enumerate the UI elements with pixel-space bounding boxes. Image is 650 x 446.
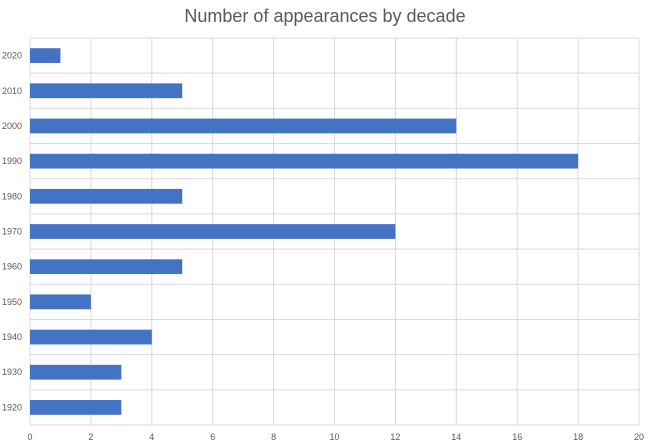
bar-1980 <box>30 188 183 204</box>
bar-2010 <box>30 83 183 99</box>
y-tick-label: 1990 <box>2 156 22 166</box>
bar-1920 <box>30 400 122 415</box>
y-tick-label: 1930 <box>2 367 22 377</box>
gridlines <box>29 37 640 426</box>
bars <box>30 48 579 415</box>
y-tick-label: 1920 <box>2 402 22 412</box>
x-tick-label: 4 <box>149 432 154 442</box>
x-tick-label: 6 <box>210 432 215 442</box>
bar-1960 <box>30 259 183 275</box>
chart-title: Number of appearances by decade <box>184 6 465 26</box>
y-tick-label: 1950 <box>2 297 22 307</box>
bar-1950 <box>30 294 91 310</box>
y-tick-label: 2010 <box>2 86 22 96</box>
y-tick-label: 2020 <box>2 51 22 61</box>
x-tick-label: 2 <box>88 432 93 442</box>
bar-2000 <box>30 118 457 134</box>
y-tick-label: 1960 <box>2 262 22 272</box>
y-tick-label: 2000 <box>2 121 22 131</box>
x-tick-label: 8 <box>271 432 276 442</box>
x-tick-label: 10 <box>329 432 339 442</box>
bar-1940 <box>30 329 152 345</box>
bar-1990 <box>30 153 579 169</box>
x-tick-label: 0 <box>27 432 32 442</box>
y-tick-label: 1980 <box>2 191 22 201</box>
x-tick-label: 16 <box>512 432 522 442</box>
x-tick-label: 20 <box>634 432 644 442</box>
y-tick-label: 1940 <box>2 332 22 342</box>
x-tick-label: 12 <box>390 432 400 442</box>
y-tick-label: 1970 <box>2 227 22 237</box>
y-tick-labels: 2020 2010 2000 1990 1980 1970 1960 1950 1940 1930… <box>2 51 22 413</box>
bar-2020 <box>30 48 61 63</box>
bar-1970 <box>30 224 396 239</box>
x-tick-labels: 0 2 4 6 8 10 12 14 16 18 20 <box>27 432 644 442</box>
x-tick-label: 18 <box>573 432 583 442</box>
bar-1930 <box>30 364 122 380</box>
x-tick-label: 14 <box>451 432 461 442</box>
